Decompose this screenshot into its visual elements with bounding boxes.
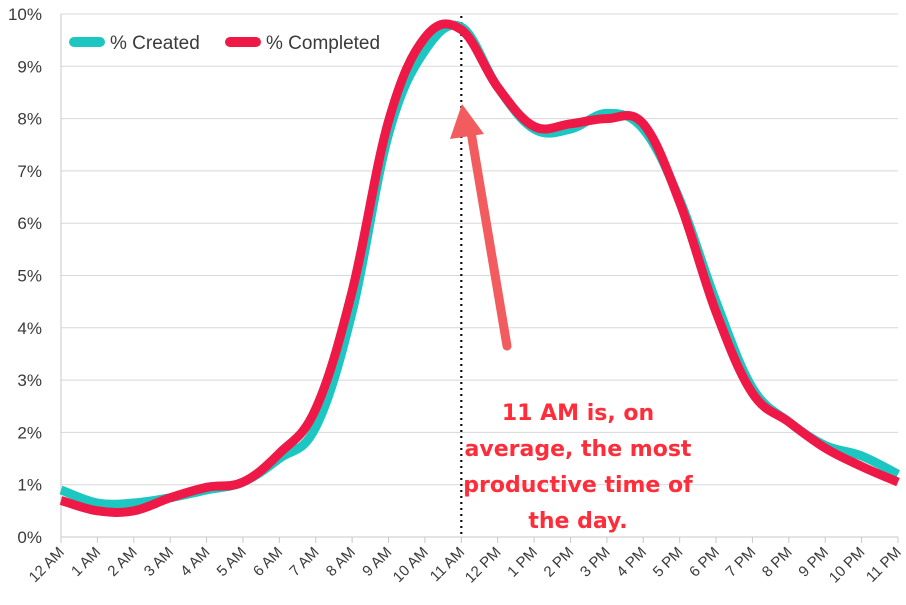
annotation-line-1: 11 AM is, on: [502, 401, 654, 426]
y-tick-label: 7%: [17, 162, 42, 181]
x-tick-label: 11 AM: [427, 544, 468, 585]
x-tick-label: 8 PM: [759, 544, 796, 581]
y-tick-label: 4%: [17, 319, 42, 338]
legend-label-completed: % Completed: [266, 33, 380, 54]
y-tick-label: 6%: [17, 214, 42, 233]
x-tick-label: 10 PM: [826, 544, 869, 587]
x-tick-label: 6 PM: [686, 544, 723, 581]
x-tick-label: 2 PM: [541, 544, 578, 581]
x-tick-label: 3 PM: [577, 544, 614, 581]
annotation-arrow: [450, 104, 512, 351]
y-tick-label: 2%: [17, 423, 42, 442]
y-tick-label: 9%: [17, 57, 42, 76]
x-tick-label: 4 AM: [177, 544, 213, 580]
arrow-shaft: [466, 127, 512, 351]
arrow-head: [450, 104, 484, 139]
legend: % Created % Completed: [69, 33, 380, 54]
y-tick-label: 5%: [17, 267, 42, 286]
x-tick-label: 2 AM: [104, 544, 140, 580]
x-tick-label: 4 PM: [613, 544, 650, 581]
series-line-completed: [59, 19, 900, 517]
legend-label-created: % Created: [110, 33, 200, 54]
x-tick-label: 10 AM: [390, 544, 432, 586]
x-tick-label: 7 AM: [286, 544, 322, 580]
x-tick-label: 7 PM: [722, 544, 759, 581]
y-tick-label: 0%: [17, 528, 42, 547]
y-tick-label: 8%: [17, 110, 42, 129]
x-tick-label: 8 AM: [323, 544, 359, 580]
x-tick-label: 12 AM: [26, 544, 68, 586]
x-tick-label: 5 AM: [214, 544, 250, 580]
series-lines: [59, 19, 901, 517]
x-tick-label: 6 AM: [250, 544, 286, 580]
x-tick-label: 1 AM: [68, 544, 104, 580]
annotation-text: 11 AM is, on average, the most productiv…: [463, 401, 693, 534]
x-axis-tick-labels: 12 AM 1 AM 2 AM 3 AM 4 AM 5 AM 6 AM 7 AM 8 AM 9 A…: [26, 544, 905, 587]
y-axis-tick-labels: 0% 1% 2% 3% 4% 5% 6% 7% 8% 9% 10%: [8, 5, 42, 547]
y-tick-label: 3%: [17, 371, 42, 390]
y-tick-label: 1%: [17, 476, 42, 495]
x-tick-label: 5 PM: [650, 544, 687, 581]
y-tick-label: 10%: [8, 5, 42, 24]
annotation-line-4: the day.: [528, 509, 627, 534]
x-tick-label: 11 PM: [863, 544, 905, 586]
x-tick-label: 3 AM: [141, 544, 177, 580]
x-tick-label: 12 PM: [462, 544, 505, 587]
gridlines: [60, 13, 899, 543]
annotation-line-3: productive time of: [463, 473, 693, 498]
annotation-line-2: average, the most: [465, 437, 692, 462]
x-tick-label: 1 PM: [504, 544, 541, 581]
